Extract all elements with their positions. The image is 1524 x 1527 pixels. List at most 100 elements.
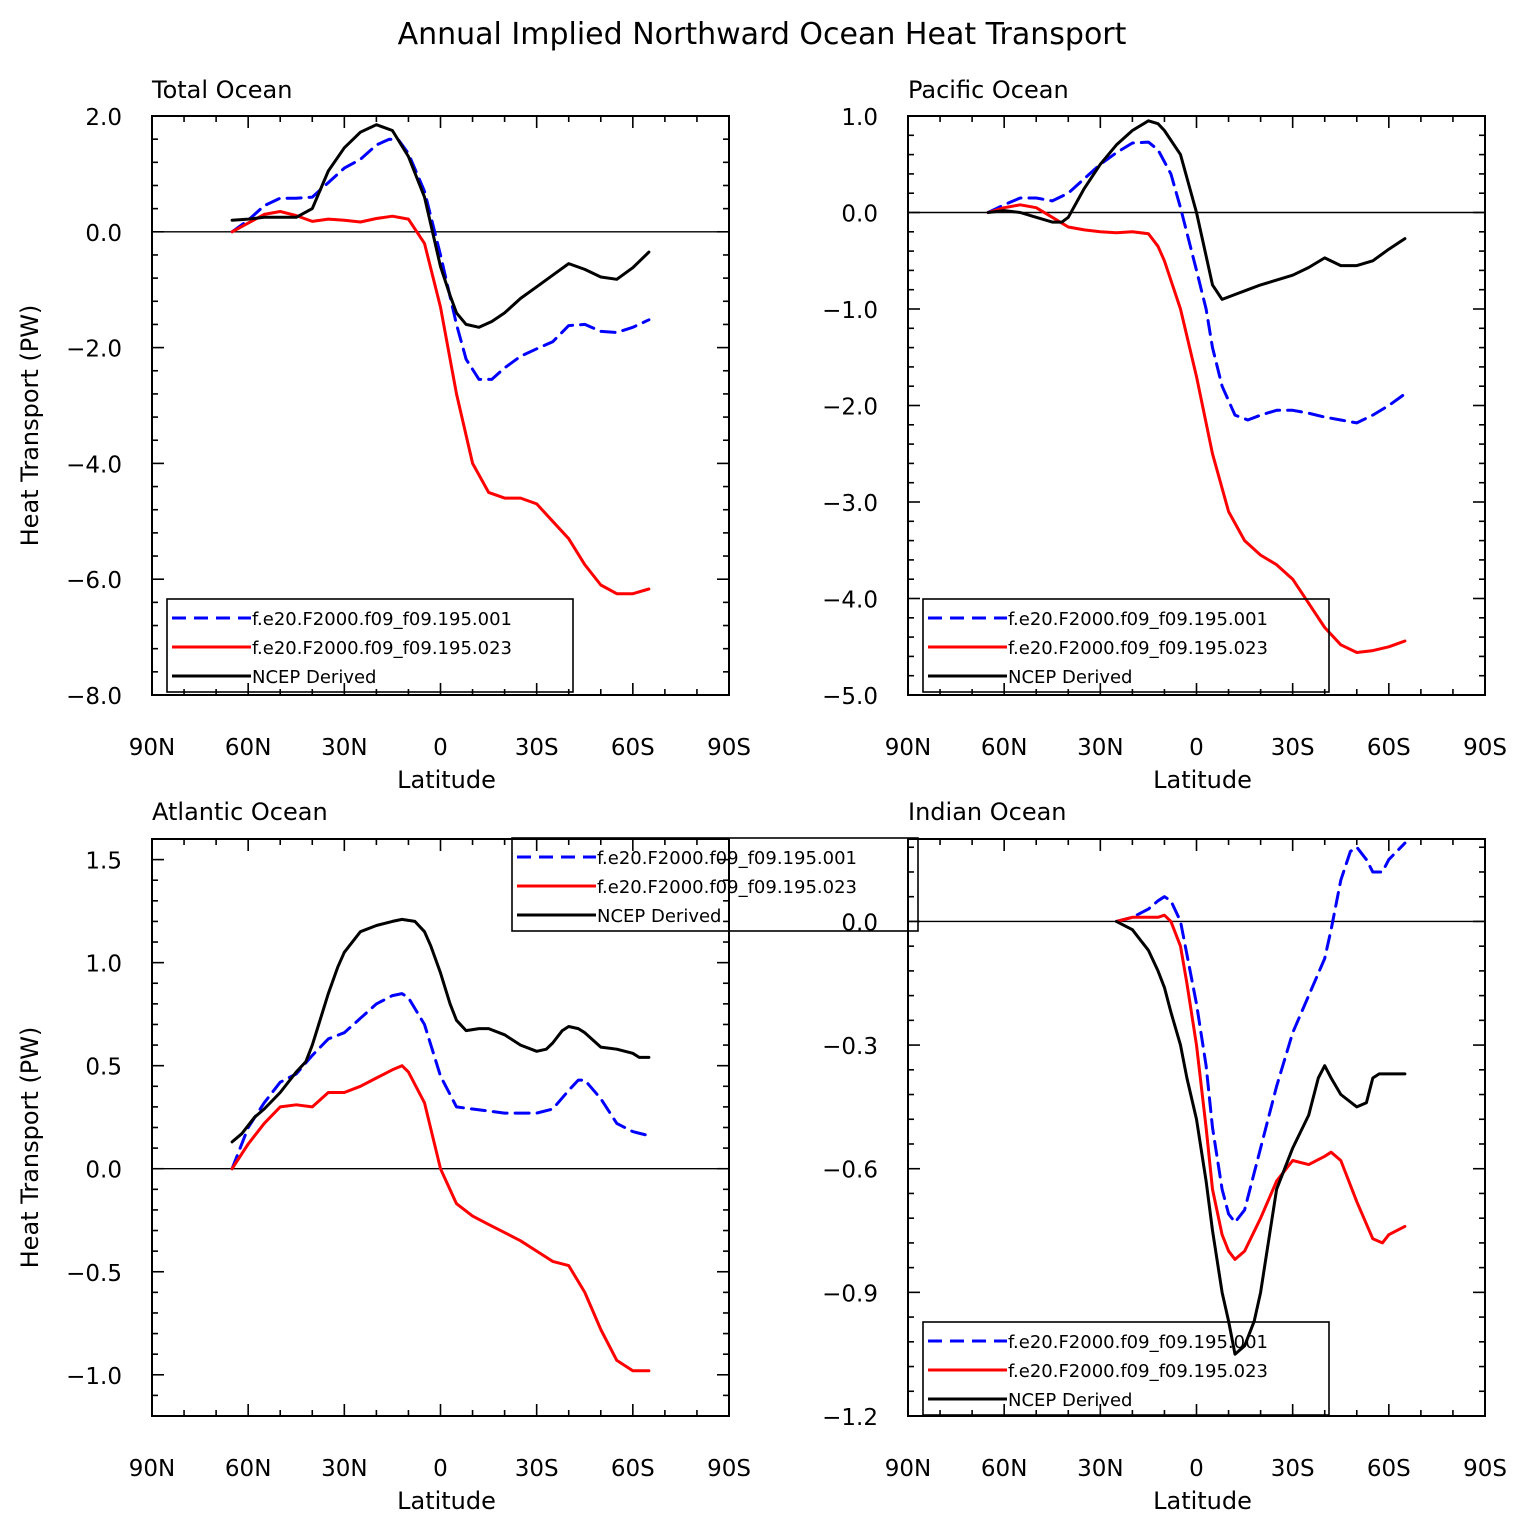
- y-tick-label: −0.5: [66, 1261, 122, 1287]
- panel-title: Atlantic Ocean: [152, 798, 328, 826]
- y-tick-label: 0.0: [85, 1158, 122, 1184]
- x-tick-label: 0: [1189, 1456, 1204, 1482]
- x-tick-label: 30N: [321, 1456, 367, 1482]
- legend: f.e20.F2000.f09_f09.195.001 f.e20.F2000.f…: [166, 598, 574, 693]
- panel-title: Total Ocean: [151, 76, 292, 104]
- x-tick-label: 60S: [1367, 1456, 1411, 1482]
- x-tick-label: 30N: [1077, 1456, 1123, 1482]
- y-tick-label: −1.2: [822, 1405, 878, 1431]
- legend-box: [922, 1321, 1330, 1416]
- series-line-0: [230, 992, 651, 1171]
- legend: f.e20.F2000.f09_f09.195.001 f.e20.F2000.f…: [922, 1321, 1330, 1416]
- y-tick-label: −1.0: [822, 298, 878, 324]
- series-line-1: [230, 1064, 651, 1373]
- series-line-0: [230, 137, 651, 381]
- y-tick-label: 0.0: [841, 202, 878, 228]
- x-tick-label: 90N: [885, 1456, 931, 1482]
- x-tick-label: 90N: [885, 735, 931, 761]
- legend-label: f.e20.F2000.f09_f09.195.023: [1008, 1361, 1268, 1382]
- y-tick-label: 0.5: [85, 1055, 122, 1081]
- legend-box: [166, 598, 574, 693]
- x-tick-label: 90N: [129, 735, 175, 761]
- y-tick-label: 2.0: [85, 105, 122, 131]
- y-axis-label: Heat Transport (PW): [16, 1027, 44, 1269]
- y-tick-label: −4.0: [822, 588, 878, 614]
- y-tick-label: 1.0: [85, 952, 122, 978]
- series-line-0: [986, 140, 1407, 425]
- x-axis-label: Latitude: [397, 1487, 496, 1515]
- x-tick-label: 0: [1189, 735, 1204, 761]
- y-tick-label: −1.0: [66, 1364, 122, 1390]
- panel-title: Pacific Ocean: [908, 76, 1069, 104]
- panel-0: Total Ocean 90N 60N 30N 0 30S 60S 90S −8.0 −6.0 −4…: [16, 76, 751, 794]
- y-tick-label: −2.0: [822, 395, 878, 421]
- x-tick-label: 30N: [1077, 735, 1123, 761]
- x-axis-label: Latitude: [1153, 766, 1252, 794]
- x-tick-label: 60N: [981, 735, 1027, 761]
- y-tick-label: 1.5: [85, 849, 122, 875]
- series-line-2: [986, 119, 1407, 301]
- y-tick-label: −0.3: [822, 1034, 878, 1060]
- series-line-2: [230, 917, 651, 1144]
- y-tick-label: 1.0: [841, 105, 878, 131]
- legend: f.e20.F2000.f09_f09.195.001 f.e20.F2000.f…: [922, 598, 1330, 693]
- y-tick-label: −0.6: [822, 1158, 878, 1184]
- x-axis-label: Latitude: [397, 766, 496, 794]
- legend-label: f.e20.F2000.f09_f09.195.023: [252, 638, 512, 659]
- legend-label: NCEP Derived: [597, 906, 721, 927]
- x-tick-label: 30S: [1271, 735, 1315, 761]
- y-tick-label: −5.0: [822, 684, 878, 710]
- panels: Total Ocean 90N 60N 30N 0 30S 60S 90S −8.0 −6.0 −4…: [16, 76, 1507, 1515]
- series-line-2: [1114, 919, 1407, 1356]
- x-tick-label: 60N: [225, 1456, 271, 1482]
- legend-label: NCEP Derived: [1008, 667, 1132, 688]
- y-tick-label: −0.9: [822, 1281, 878, 1307]
- x-axis-label: Latitude: [1153, 1487, 1252, 1515]
- y-tick-label: −2.0: [66, 337, 122, 363]
- x-tick-label: 90S: [707, 735, 751, 761]
- x-tick-label: 0: [433, 735, 448, 761]
- series-line-1: [1114, 913, 1407, 1261]
- series-line-2: [230, 123, 651, 329]
- x-tick-label: 60S: [1367, 735, 1411, 761]
- series-line-0: [1114, 841, 1407, 1224]
- figure-title: Annual Implied Northward Ocean Heat Tran…: [398, 17, 1127, 52]
- panel-title: Indian Ocean: [908, 798, 1067, 826]
- legend-box: [922, 598, 1330, 693]
- x-tick-label: 60S: [611, 1456, 655, 1482]
- legend-label: NCEP Derived: [1008, 1390, 1132, 1411]
- panel-3: Indian Ocean 90N 60N 30N 0 30S 60S 90S −1.2 −0.9 −…: [822, 798, 1507, 1515]
- x-tick-label: 90S: [707, 1456, 751, 1482]
- y-tick-label: 0.0: [841, 910, 878, 936]
- x-tick-label: 90S: [1463, 1456, 1507, 1482]
- legend: f.e20.F2000.f09_f09.195.001 f.e20.F2000.f…: [511, 837, 919, 932]
- y-tick-label: −8.0: [66, 684, 122, 710]
- legend-label: f.e20.F2000.f09_f09.195.001: [1008, 609, 1268, 630]
- x-tick-label: 0: [433, 1456, 448, 1482]
- legend-label: f.e20.F2000.f09_f09.195.001: [597, 848, 857, 869]
- x-tick-label: 60S: [611, 735, 655, 761]
- y-tick-label: −3.0: [822, 491, 878, 517]
- x-tick-label: 60N: [225, 735, 271, 761]
- legend-label: f.e20.F2000.f09_f09.195.001: [252, 609, 512, 630]
- legend-box: [511, 837, 919, 932]
- x-tick-label: 30S: [1271, 1456, 1315, 1482]
- x-tick-label: 60N: [981, 1456, 1027, 1482]
- legend-label: f.e20.F2000.f09_f09.195.023: [1008, 638, 1268, 659]
- series-line-1: [230, 210, 651, 596]
- y-axis-label: Heat Transport (PW): [16, 305, 44, 547]
- series-line-1: [986, 203, 1407, 654]
- y-tick-label: 0.0: [85, 221, 122, 247]
- panel-1: Pacific Ocean 90N 60N 30N 0 30S 60S 90S −5.0 −4.0…: [822, 76, 1507, 794]
- y-tick-label: −6.0: [66, 568, 122, 594]
- x-tick-label: 30S: [515, 735, 559, 761]
- panel-2: Atlantic Ocean 90N 60N 30N 0 30S 60S 90S −1.0 −0.…: [16, 798, 919, 1515]
- x-tick-label: 30N: [321, 735, 367, 761]
- legend-label: f.e20.F2000.f09_f09.195.001: [1008, 1332, 1268, 1353]
- legend-label: NCEP Derived: [252, 667, 376, 688]
- y-tick-label: −4.0: [66, 452, 122, 478]
- x-tick-label: 30S: [515, 1456, 559, 1482]
- x-tick-label: 90S: [1463, 735, 1507, 761]
- x-tick-label: 90N: [129, 1456, 175, 1482]
